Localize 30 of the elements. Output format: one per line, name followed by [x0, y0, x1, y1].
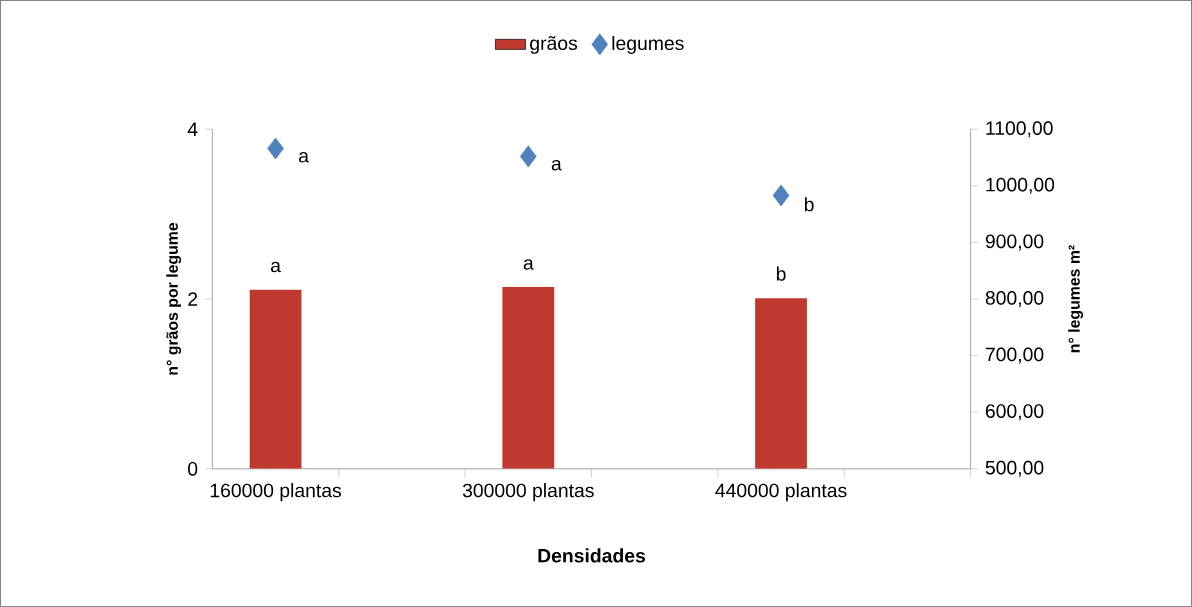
- x-tick-label: 160000 plantas: [210, 483, 342, 502]
- y2-tick-label: 500,00: [985, 460, 1044, 477]
- legend-label: legumes: [612, 35, 684, 54]
- y-tick-label: 4: [187, 122, 198, 136]
- y2-tick-label: 700,00: [985, 347, 1044, 364]
- y2-tick-label: 1000,00: [986, 177, 1055, 194]
- y2-tick-label: 800,00: [985, 291, 1044, 307]
- y2-axis-title: n° legumes m²: [1068, 245, 1084, 353]
- y-axis-title: n° grãos por legume: [166, 222, 182, 375]
- x-tick-label: 300000 plantas: [462, 483, 594, 502]
- annotation: a: [523, 259, 534, 270]
- point: [772, 184, 790, 207]
- annotation: b: [776, 266, 786, 281]
- y2-tick-label: 600,00: [985, 404, 1044, 421]
- bar: [755, 298, 807, 469]
- bar: [249, 289, 302, 469]
- annotation: b: [804, 197, 814, 212]
- y2-tick-label: 1100,00: [986, 121, 1053, 138]
- legend-label: grãos: [530, 35, 578, 54]
- y-tick-label: 2: [188, 292, 198, 306]
- annotation: a: [299, 151, 309, 163]
- point: [267, 137, 284, 160]
- x-tick-label: 440000 plantas: [715, 483, 847, 502]
- bar: [502, 287, 555, 469]
- x-axis-title: Densidades: [538, 548, 646, 563]
- point: [520, 145, 537, 168]
- annotation: a: [271, 261, 281, 273]
- y2-tick-label: 900,00: [985, 234, 1044, 251]
- annotation: a: [551, 159, 562, 171]
- y-tick-label: 0: [188, 461, 198, 476]
